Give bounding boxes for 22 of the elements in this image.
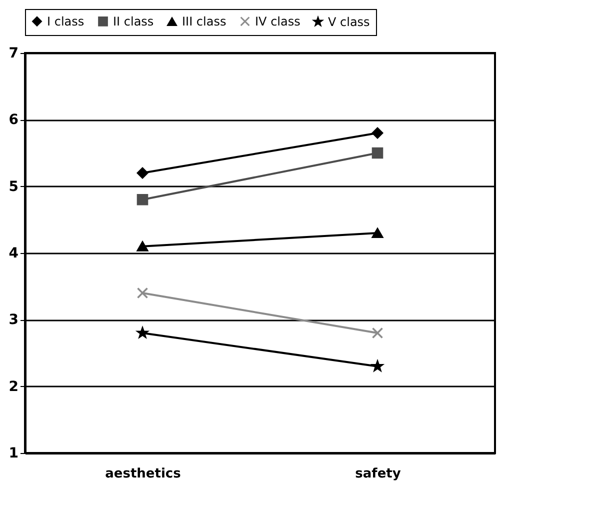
- x-tick-label: safety: [355, 466, 402, 482]
- x-tick-label: aesthetics: [105, 466, 182, 482]
- y-tick-label: 2: [8, 378, 18, 395]
- point: [136, 167, 148, 179]
- point: [136, 287, 148, 299]
- y-tick-label: 7: [8, 46, 18, 62]
- y-tick-label: 5: [8, 178, 18, 195]
- point: [372, 147, 384, 159]
- point: [372, 327, 384, 339]
- legend-label: I class: [47, 14, 84, 28]
- y-tick-label: 3: [8, 312, 18, 328]
- y-tick-label: 6: [8, 112, 18, 128]
- legend-label: V class: [328, 14, 370, 29]
- legend-label: II class: [113, 14, 154, 28]
- point: [137, 327, 148, 338]
- legend-label: IV class: [255, 14, 300, 28]
- point: [136, 194, 148, 206]
- point: [372, 127, 384, 139]
- y-tick-label: 4: [8, 246, 19, 262]
- y-tick-label: 1: [8, 446, 18, 462]
- legend-label: III class: [182, 14, 226, 29]
- point: [372, 360, 383, 372]
